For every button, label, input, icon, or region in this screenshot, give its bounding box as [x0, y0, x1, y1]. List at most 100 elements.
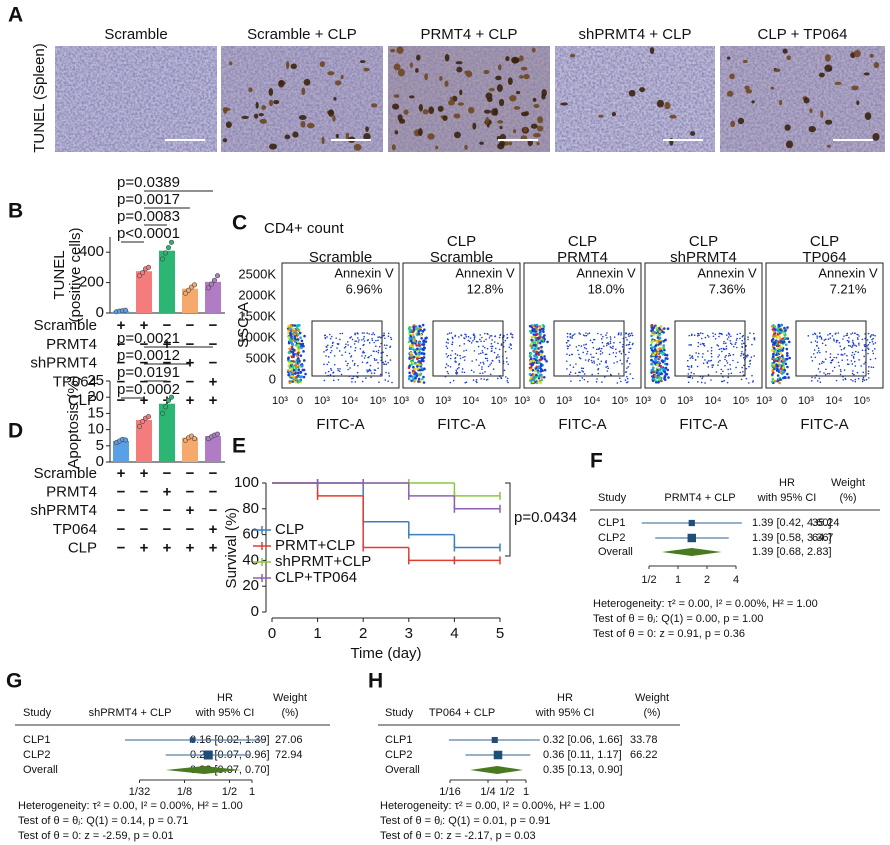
event-dot [421, 367, 424, 370]
event-dot [505, 376, 507, 378]
condition-sign: − [186, 465, 195, 482]
event-dot [483, 332, 486, 335]
event-dot [821, 362, 823, 364]
event-dot [532, 324, 535, 328]
y-tick-label: 1500K [238, 308, 276, 323]
event-dot [869, 335, 872, 337]
event-dot [835, 341, 838, 343]
event-dot [818, 363, 821, 365]
x-tick-label: 1/32 [129, 786, 150, 798]
condition-sign: + [140, 392, 149, 409]
stained-cell [516, 90, 521, 95]
event-dot [354, 332, 356, 335]
event-dot [388, 375, 391, 377]
column-header: Scramble [104, 26, 167, 43]
condition-sign: + [140, 317, 149, 334]
condition-sign: − [186, 521, 195, 538]
event-dot [739, 332, 741, 335]
event-dot [819, 371, 821, 373]
event-dot [654, 379, 657, 382]
stained-cell [745, 89, 753, 94]
event-dot [752, 332, 755, 335]
event-dot [497, 354, 499, 356]
event-dot [490, 342, 493, 345]
event-dot [335, 337, 338, 339]
event-dot [506, 333, 508, 336]
x-tick-label: 10⁴ [584, 395, 601, 407]
event-dot [337, 369, 340, 372]
stained-cell [269, 143, 277, 150]
stained-cell [464, 144, 468, 150]
event-dot [571, 337, 574, 339]
event-dot [741, 343, 743, 345]
event-dot [445, 341, 448, 344]
event-dot [710, 379, 712, 381]
event-dot [361, 361, 364, 364]
event-dot [727, 332, 730, 334]
event-dot [421, 377, 424, 381]
x-axis-label: FITC-A [800, 416, 848, 433]
stained-cell [428, 106, 435, 115]
event-dot [629, 362, 631, 365]
event-dot [665, 362, 669, 366]
study-label: CLP2 [598, 532, 626, 544]
stained-cell [494, 108, 498, 116]
event-dot [346, 364, 348, 367]
event-dot [853, 353, 856, 356]
x-tick-label: 0 [781, 395, 787, 407]
event-dot [775, 357, 779, 361]
y-tick-label: 200 [79, 274, 104, 291]
stained-cell [391, 144, 396, 151]
event-dot [581, 370, 583, 372]
event-dot [445, 345, 448, 348]
condition-sign: − [209, 317, 218, 334]
stained-cell [444, 80, 449, 87]
event-dot [378, 345, 381, 348]
event-dot [330, 369, 333, 371]
event-dot [848, 340, 850, 343]
event-dot [590, 353, 592, 356]
y-tick-label: 2000K [238, 287, 276, 302]
event-dot [700, 381, 703, 384]
gate [674, 320, 746, 377]
event-dot [659, 364, 663, 368]
stained-cell [363, 67, 370, 72]
x-tick-label: 1 [675, 574, 681, 586]
event-dot [473, 336, 476, 339]
event-dot [487, 333, 489, 335]
event-dot [537, 360, 540, 363]
event-dot [718, 348, 721, 351]
event-dot [649, 343, 653, 347]
event-dot [565, 341, 568, 344]
event-dot [728, 352, 731, 355]
event-dot [587, 333, 589, 335]
stained-cell [853, 49, 861, 58]
event-dot [617, 373, 620, 375]
stained-cell [394, 130, 399, 135]
bar [182, 437, 198, 462]
event-dot [691, 333, 693, 336]
event-dot [420, 359, 423, 363]
event-dot [451, 336, 454, 339]
y-tick-label: 60 [242, 526, 259, 543]
event-dot [592, 356, 595, 359]
event-dot [771, 364, 774, 368]
event-dot [292, 370, 296, 374]
condition-sign: + [209, 373, 218, 390]
stained-cell [512, 57, 520, 64]
event-dot [624, 353, 627, 356]
event-dot [657, 339, 660, 343]
event-dot [854, 350, 857, 353]
condition-label: CLP [68, 392, 97, 409]
event-dot [330, 349, 333, 352]
event-dot [332, 371, 335, 374]
event-dot [326, 344, 329, 347]
event-dot [711, 366, 714, 369]
stained-cell [742, 59, 748, 64]
event-dot [784, 343, 788, 346]
event-dot [783, 336, 787, 340]
event-dot [591, 341, 594, 344]
event-dot [409, 351, 413, 355]
event-dot [326, 363, 329, 366]
event-dot [607, 343, 610, 345]
